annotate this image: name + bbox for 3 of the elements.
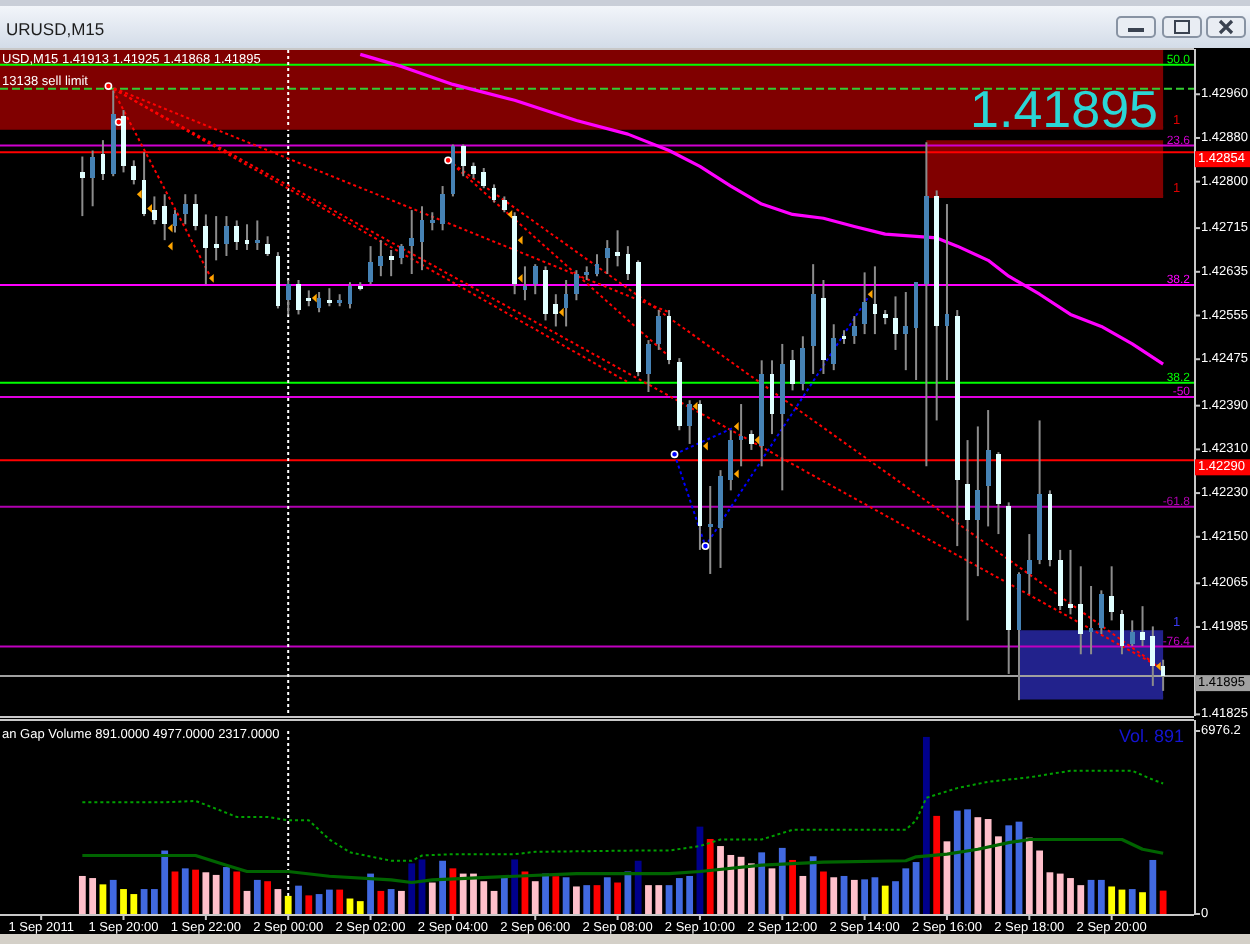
annotation: 1.41895 [970, 79, 1158, 139]
chart-title: URUSD,M15 [6, 19, 105, 39]
annotation: Vol. 891 [1118, 726, 1184, 746]
